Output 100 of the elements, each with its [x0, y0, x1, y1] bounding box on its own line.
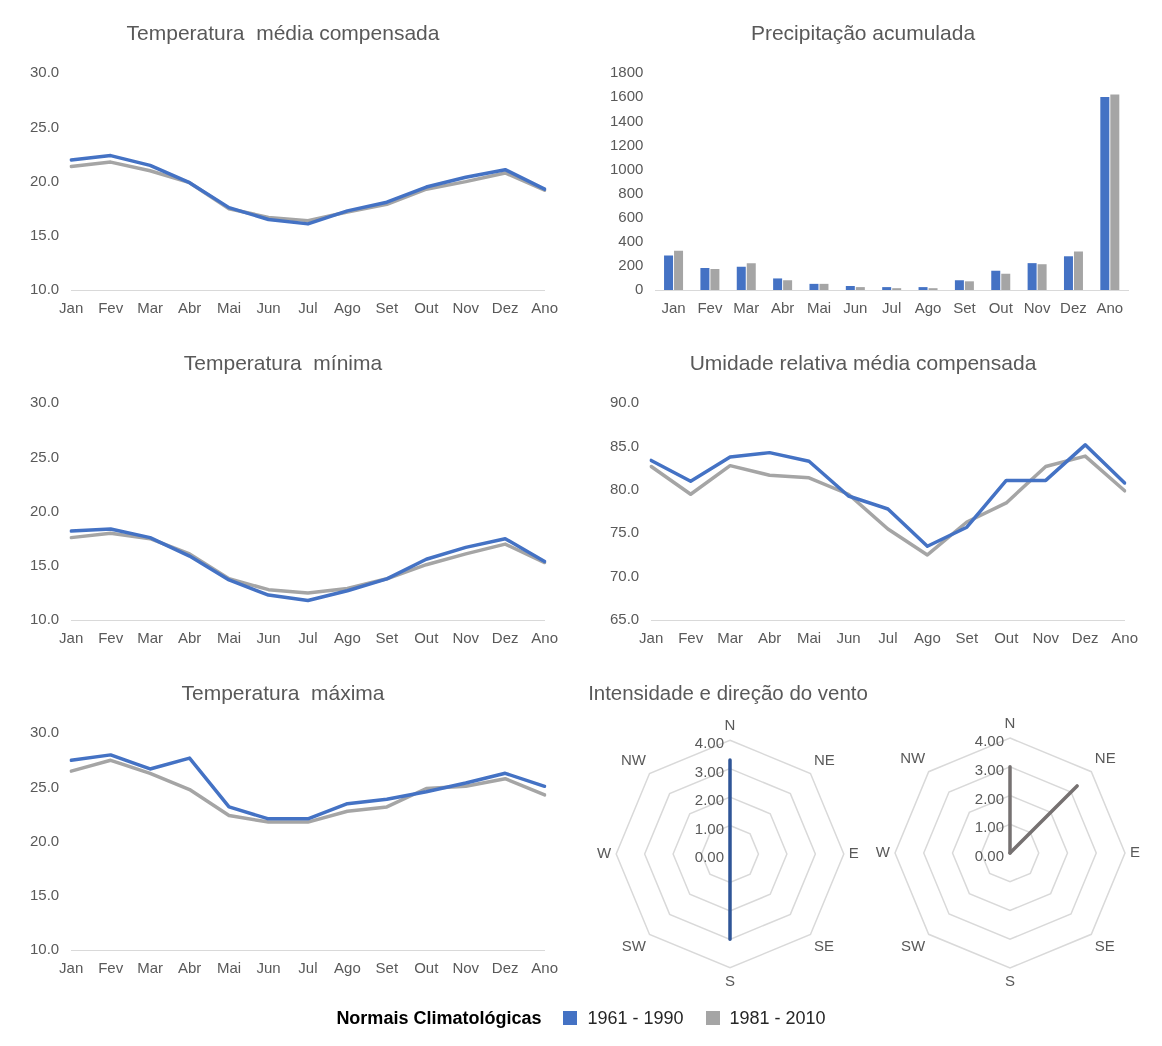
y-tick-label: 20.0: [29, 501, 60, 519]
x-tick-label: Dez: [491, 959, 519, 977]
y-tick-label: 1000: [609, 159, 644, 177]
x-tick-label: Jan: [59, 299, 84, 317]
x-tick-label: Set: [953, 299, 977, 317]
x-tick-label: Dez: [1071, 629, 1099, 647]
x-tick-label: Abr: [177, 299, 202, 317]
y-tick-label: 2.00: [694, 791, 724, 809]
x-tick-label: Set: [375, 629, 399, 647]
bar: [964, 281, 974, 290]
y-tick-label: 20.0: [29, 831, 60, 849]
y-tick-label: 15.0: [29, 225, 60, 243]
x-tick-label: Mar: [717, 629, 744, 647]
y-tick-label: 1400: [609, 111, 644, 129]
y-tick-label: 1800: [609, 63, 644, 81]
bar: [1027, 263, 1037, 290]
spoke-label: SE: [814, 937, 835, 955]
spoke-label: SW: [621, 937, 647, 955]
x-tick-label: Ano: [531, 629, 559, 647]
x-tick-label: Jul: [298, 299, 318, 317]
spoke-label: NW: [900, 749, 926, 767]
x-tick-label: Jul: [882, 299, 902, 317]
bar: [954, 280, 964, 290]
bar: [855, 287, 865, 290]
y-tick-label: 85.0: [609, 436, 640, 454]
y-tick-label: 65.0: [609, 610, 640, 628]
bar: [1100, 97, 1110, 290]
y-tick-label: 20.0: [29, 171, 60, 189]
chart-title: Temperatura máxima: [181, 681, 385, 705]
x-tick-label: Abr: [177, 629, 202, 647]
x-tick-label: Ago: [334, 959, 361, 977]
y-tick-label: 15.0: [29, 555, 60, 573]
x-tick-label: Jul: [878, 629, 898, 647]
x-tick-label: Jan: [639, 629, 664, 647]
y-tick-label: 4.00: [694, 734, 724, 752]
spoke-label: S: [1004, 972, 1016, 990]
x-tick-label: Nov: [452, 629, 480, 647]
y-tick-label: 10.0: [29, 940, 60, 958]
x-tick-label: Jun: [256, 629, 281, 647]
y-tick-label: 1200: [609, 135, 644, 153]
x-tick-label: Dez: [1060, 299, 1087, 317]
x-tick-label: Mar: [733, 299, 760, 317]
y-tick-label: 800: [618, 183, 644, 201]
x-tick-label: Ago: [334, 629, 361, 647]
x-tick-label: Ago: [334, 299, 361, 317]
y-tick-label: 80.0: [609, 480, 640, 498]
x-tick-label: Jul: [298, 629, 318, 647]
spoke-label: NE: [1094, 749, 1116, 767]
x-tick-label: Fev: [98, 629, 124, 647]
x-tick-label: Mar: [137, 629, 164, 647]
y-tick-label: 75.0: [609, 523, 640, 541]
y-tick-label: 1.00: [694, 819, 724, 837]
y-tick-label: 200: [618, 256, 644, 274]
bar: [882, 287, 892, 290]
chart-title: Temperatura mínima: [183, 351, 383, 375]
y-tick-label: 1600: [609, 87, 644, 105]
y-tick-label: 0.00: [974, 847, 1004, 865]
spoke-label: E: [848, 844, 859, 862]
chart-title: Intensidade e direção do vento: [588, 681, 868, 705]
x-tick-label: Dez: [491, 299, 519, 317]
x-tick-label: Abr: [757, 629, 782, 647]
x-tick-label: Abr: [177, 959, 202, 977]
x-tick-label: Fev: [98, 959, 124, 977]
x-tick-label: Ano: [1111, 629, 1139, 647]
spoke-label: NW: [621, 751, 647, 769]
x-tick-label: Ano: [1096, 299, 1124, 317]
legend-label: 1981 - 2010: [729, 1007, 826, 1029]
chart-title: Temperatura média compensada: [126, 21, 440, 45]
bar: [845, 286, 855, 290]
x-tick-label: Out: [994, 629, 1020, 647]
bar: [809, 283, 819, 290]
bar: [736, 266, 746, 290]
bar: [918, 287, 928, 290]
spoke-label: W: [875, 843, 891, 861]
bar: [1037, 264, 1047, 290]
bar: [1001, 273, 1011, 290]
x-tick-label: Nov: [1023, 299, 1051, 317]
bar: [664, 255, 674, 290]
spoke-label: N: [1004, 714, 1016, 732]
spoke-label: SE: [1094, 936, 1115, 954]
bar: [746, 263, 756, 290]
x-tick-label: Out: [414, 959, 440, 977]
bar: [819, 283, 829, 290]
x-tick-label: Jan: [661, 299, 686, 317]
spoke-label: NE: [814, 751, 835, 769]
y-tick-label: 30.0: [29, 393, 60, 411]
y-tick-label: 25.0: [29, 447, 60, 465]
bar: [783, 280, 793, 290]
chart-title: Precipitação acumulada: [750, 21, 976, 45]
spoke-label: W: [597, 844, 613, 862]
bar: [1063, 256, 1073, 290]
y-tick-label: 10.0: [29, 280, 60, 298]
bar: [1073, 251, 1083, 290]
x-tick-label: Nov: [1032, 629, 1060, 647]
spoke-label: N: [724, 716, 736, 734]
x-tick-label: Jun: [256, 299, 281, 317]
y-tick-label: 30.0: [29, 63, 60, 81]
bar: [1110, 94, 1120, 290]
x-tick-label: Jun: [836, 629, 861, 647]
spoke-label: S: [724, 971, 736, 989]
